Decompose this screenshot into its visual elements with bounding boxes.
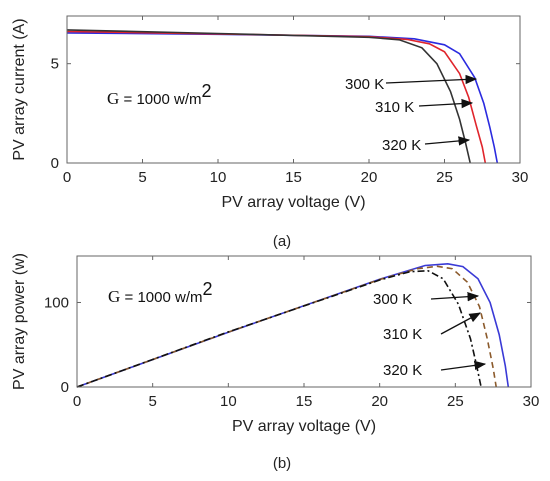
annotation-arrow: [430, 292, 480, 302]
y-tick-label: 5: [51, 56, 59, 73]
chart-b: 0 5 10 15 20 25 30 0 100 PV array voltage (V) PV a…: [11, 253, 539, 472]
x-tick-label: 30: [512, 169, 529, 186]
y-axis-label: PV array power (w): [11, 253, 28, 390]
y-tick-label: 0: [61, 379, 69, 396]
series-line-1: [76, 262, 510, 388]
x-tick-label: 15: [296, 393, 313, 410]
x-tick-label: 30: [523, 393, 540, 410]
temperature-label: 300 K: [345, 76, 384, 93]
annotation-arrow: [440, 360, 487, 371]
chart-a: 0 5 10 15 20 25 30 0 5 PV array voltage (V) PV arr…: [11, 15, 529, 250]
x-axis-label: PV array voltage (V): [232, 418, 376, 435]
temperature-label: 300 K: [373, 291, 412, 308]
x-tick-label: 5: [148, 393, 156, 410]
x-tick-label: 25: [436, 169, 453, 186]
annotation-arrow: [385, 74, 478, 85]
temperature-label: 310 K: [383, 326, 422, 343]
series-line-3: [76, 269, 482, 388]
annotation-arrow: [440, 312, 482, 335]
temperature-label: 320 K: [383, 362, 422, 379]
x-tick-label: 15: [285, 169, 302, 186]
y-axis-label: PV array current (A): [11, 18, 28, 160]
series-line-3: [66, 29, 471, 164]
temperature-label: 310 K: [375, 99, 414, 116]
figure-caption: (a): [273, 233, 291, 250]
x-tick-label: 10: [220, 393, 237, 410]
x-tick-label: 5: [138, 169, 146, 186]
irradiance-annotation: G = 1000 w/m2: [107, 81, 212, 108]
annotation-arrow: [418, 98, 474, 109]
x-tick-label: 0: [73, 393, 81, 410]
x-tick-label: 25: [447, 393, 464, 410]
figure-caption: (b): [273, 455, 291, 472]
x-tick-label: 0: [63, 169, 71, 186]
x-tick-label: 20: [371, 393, 388, 410]
irradiance-annotation: G = 1000 w/m2: [108, 279, 213, 306]
x-tick-label: 20: [361, 169, 378, 186]
x-tick-label: 10: [210, 169, 227, 186]
x-axis-label: PV array voltage (V): [221, 194, 365, 211]
y-tick-label: 0: [51, 155, 59, 172]
y-tick-label: 100: [44, 294, 69, 311]
temperature-label: 320 K: [382, 137, 421, 154]
annotation-arrow: [424, 136, 471, 146]
series-line-2: [76, 265, 497, 388]
